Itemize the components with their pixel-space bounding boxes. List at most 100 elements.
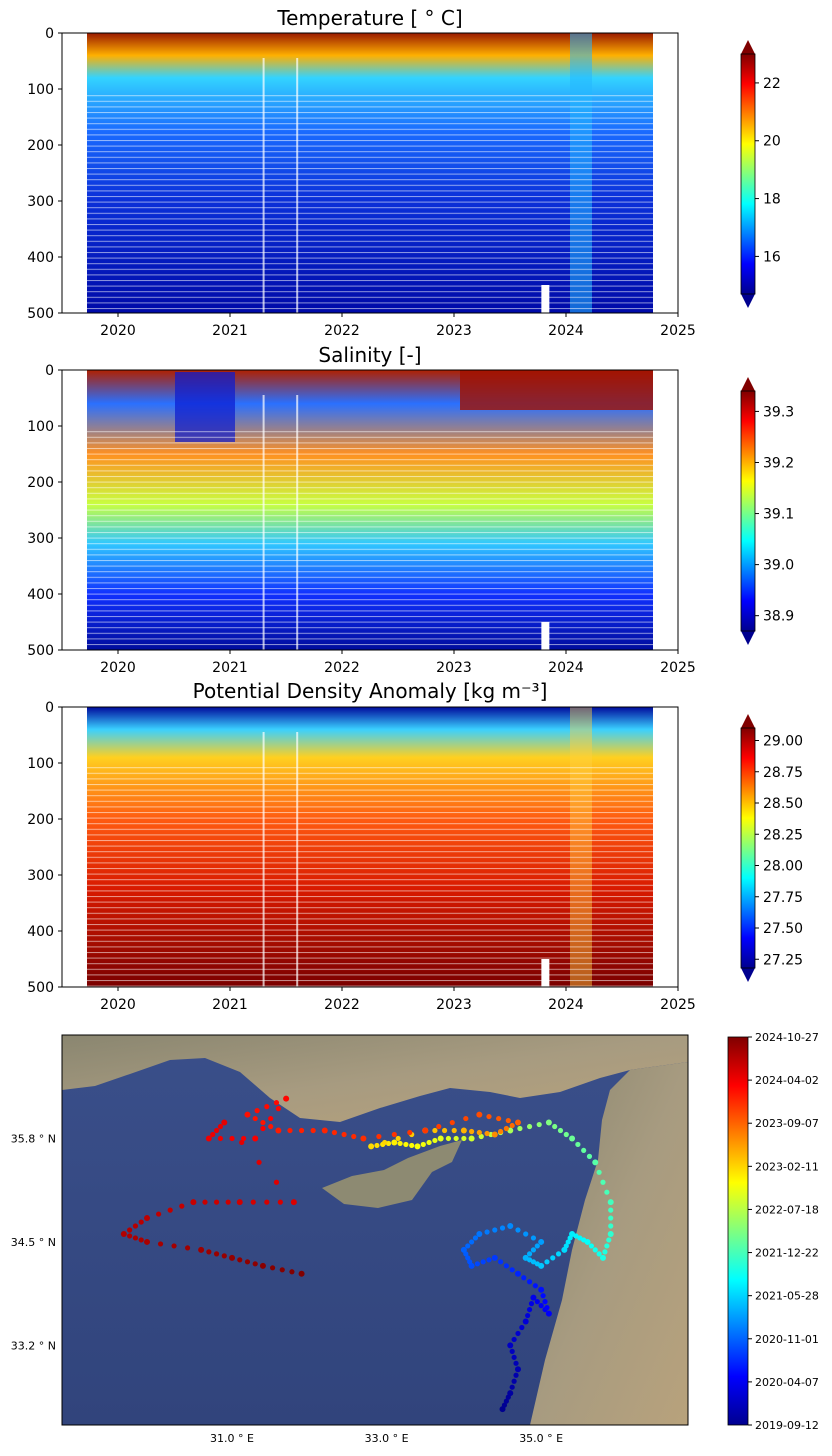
track-point <box>213 1199 220 1205</box>
salinity-panel: Salinity [-] 0 100 200 300 400 500 2020 2021 20… <box>27 343 794 676</box>
track-point <box>341 1131 347 1138</box>
track-point <box>202 1199 208 1205</box>
temperature-data-gap <box>296 58 299 313</box>
track-point <box>486 1113 492 1120</box>
track-point <box>171 1243 177 1249</box>
track-point <box>268 1123 274 1130</box>
track-point <box>441 1127 448 1134</box>
track-point <box>507 1223 514 1230</box>
density-colorbar-label: 28.00 <box>763 859 803 875</box>
salinity-colorbar-body <box>741 391 755 631</box>
density-ytick-label: 0 <box>45 700 54 716</box>
track-point <box>213 1127 220 1134</box>
track-point <box>252 1261 258 1267</box>
density-xtick-label: 2022 <box>324 997 360 1013</box>
track-point <box>484 1130 490 1137</box>
map-lon-label: 33.0 ° E <box>365 1432 409 1445</box>
track-point <box>463 1115 469 1122</box>
track-point <box>179 1203 185 1209</box>
track-point <box>331 1129 338 1136</box>
track-point <box>530 1294 537 1301</box>
track-point <box>449 1119 455 1126</box>
track-point <box>127 1227 133 1233</box>
map-land-levant <box>530 1062 688 1425</box>
track-point <box>298 1270 305 1277</box>
density-colorbar-label: 29.00 <box>763 734 803 750</box>
track-point <box>190 1199 197 1206</box>
salinity-missing-data <box>541 622 550 650</box>
temperature-axes-frame <box>61 32 679 314</box>
track-point <box>606 1237 612 1243</box>
density-colorbar-label: 28.75 <box>763 765 803 781</box>
track-point <box>476 1129 482 1136</box>
salinity-xtick-label: 2025 <box>660 660 696 676</box>
density-colorbar-label: 27.25 <box>763 952 803 968</box>
track-point <box>526 1257 533 1263</box>
density-colorbar-label: 27.50 <box>763 921 803 937</box>
salinity-axes-frame <box>61 369 679 651</box>
track-point <box>544 1305 550 1311</box>
temperature-title: Temperature [ ° C] <box>276 6 462 30</box>
track-point <box>573 1233 579 1239</box>
track-point <box>545 1119 552 1126</box>
track-point <box>256 1159 262 1165</box>
track-point <box>545 1310 552 1317</box>
track-point <box>581 1147 587 1154</box>
temperature-ytick-label: 200 <box>27 138 54 154</box>
track-point <box>569 1135 576 1142</box>
temperature-colorbar-max-arrow <box>741 40 755 54</box>
track-point <box>225 1199 231 1205</box>
track-point <box>279 1267 285 1273</box>
density-data-gap <box>262 732 265 987</box>
temperature-ytick-label: 400 <box>27 250 54 266</box>
track-point <box>461 1135 467 1142</box>
track-point <box>275 1106 281 1112</box>
salinity-surface-red-patch <box>460 370 653 410</box>
track-point <box>437 1135 444 1142</box>
track-point <box>259 1262 266 1269</box>
track-point <box>467 1259 473 1265</box>
temperature-xtick-label: 2025 <box>660 323 696 339</box>
track-point <box>550 1255 556 1261</box>
track-point <box>588 1243 594 1249</box>
track-point <box>391 1139 398 1146</box>
track-point <box>217 1123 224 1130</box>
temperature-colorbar-label: 20 <box>763 134 781 150</box>
density-colorbar-frame <box>740 727 756 969</box>
date-colorbar-label: 2019-09-12 <box>755 1419 819 1432</box>
track-point <box>509 1348 515 1354</box>
salinity-title: Salinity [-] <box>318 343 421 367</box>
map-lat-label: 34.5 ° N <box>11 1236 56 1249</box>
track-point <box>526 1306 533 1313</box>
density-colorbar-label: 28.25 <box>763 827 803 843</box>
track-point <box>127 1233 133 1239</box>
track-point <box>575 1141 581 1148</box>
density-xtick-label: 2021 <box>212 997 248 1013</box>
date-colorbar-label: 2021-12-22 <box>755 1247 819 1260</box>
track-point <box>534 1243 540 1249</box>
temperature-xtick-label: 2020 <box>100 323 136 339</box>
track-point <box>525 1312 531 1319</box>
density-axes-frame <box>61 706 679 988</box>
temperature-colorbar-label: 22 <box>763 76 781 92</box>
temperature-xtick-label: 2023 <box>436 323 472 339</box>
date-colorbar-label: 2021-05-28 <box>755 1290 819 1303</box>
track-point <box>264 1104 270 1110</box>
track-point <box>376 1133 382 1140</box>
track-point <box>563 1243 569 1249</box>
track-point <box>499 1225 506 1231</box>
salinity-colorbar-label: 39.0 <box>763 558 794 574</box>
track-point <box>515 1330 521 1337</box>
track-point <box>138 1237 144 1243</box>
track-point <box>289 1269 295 1275</box>
density-ytick-label: 100 <box>27 756 54 772</box>
track-point <box>511 1354 517 1360</box>
temperature-colorbar-label: 18 <box>763 192 781 208</box>
track-point <box>138 1219 144 1225</box>
track-point <box>254 1108 260 1114</box>
track-point <box>507 1390 514 1397</box>
temperature-xtick-label: 2024 <box>548 323 584 339</box>
track-point <box>260 1119 266 1126</box>
